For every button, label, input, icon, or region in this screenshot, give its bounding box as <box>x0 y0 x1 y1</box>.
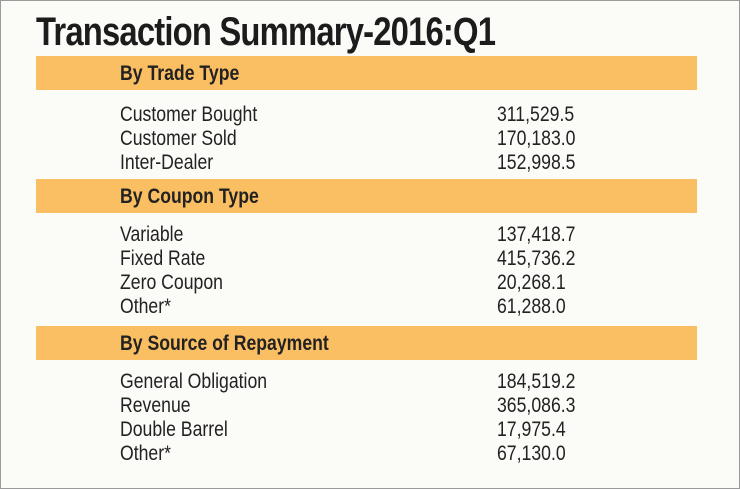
table-row: Revenue 365,086.3 <box>0 394 740 418</box>
table-row: Customer Sold 170,183.0 <box>0 127 740 151</box>
section-heading: By Source of Repayment <box>120 332 329 355</box>
table-row: Other* 61,288.0 <box>0 295 740 319</box>
section-header-trade-type: By Trade Type <box>36 56 697 90</box>
page-title: Transaction Summary-2016:Q1 <box>36 10 496 54</box>
row-label: Other* <box>120 295 171 318</box>
section-header-source-of-repayment: By Source of Repayment <box>36 326 697 360</box>
row-value: 184,519.2 <box>497 370 576 393</box>
row-value: 170,183.0 <box>497 127 576 150</box>
row-value: 415,736.2 <box>497 247 576 270</box>
row-value: 311,529.5 <box>497 103 575 126</box>
row-label: Revenue <box>120 394 191 417</box>
table-row: Other* 67,130.0 <box>0 442 740 466</box>
row-value: 67,130.0 <box>497 442 566 465</box>
table-row: Fixed Rate 415,736.2 <box>0 247 740 271</box>
row-value: 61,288.0 <box>497 295 566 318</box>
table-row: Inter-Dealer 152,998.5 <box>0 151 740 175</box>
row-label: Variable <box>120 223 184 246</box>
row-label: Customer Bought <box>120 103 258 126</box>
row-label: Double Barrel <box>120 418 228 441</box>
table-row: Variable 137,418.7 <box>0 223 740 247</box>
row-value: 365,086.3 <box>497 394 576 417</box>
row-value: 17,975.4 <box>497 418 566 441</box>
row-label: Zero Coupon <box>120 271 223 294</box>
section-heading: By Trade Type <box>120 62 240 85</box>
table-row: Customer Bought 311,529.5 <box>0 103 740 127</box>
table-row: Double Barrel 17,975.4 <box>0 418 740 442</box>
table-row: Zero Coupon 20,268.1 <box>0 271 740 295</box>
section-header-coupon-type: By Coupon Type <box>36 179 697 213</box>
row-label: Inter-Dealer <box>120 151 214 174</box>
row-label: Fixed Rate <box>120 247 206 270</box>
row-label: Other* <box>120 442 171 465</box>
row-value: 152,998.5 <box>497 151 576 174</box>
row-label: General Obligation <box>120 370 268 393</box>
table-row: General Obligation 184,519.2 <box>0 370 740 394</box>
row-label: Customer Sold <box>120 127 237 150</box>
row-value: 137,418.7 <box>497 223 576 246</box>
section-heading: By Coupon Type <box>120 185 259 208</box>
row-value: 20,268.1 <box>497 271 566 294</box>
